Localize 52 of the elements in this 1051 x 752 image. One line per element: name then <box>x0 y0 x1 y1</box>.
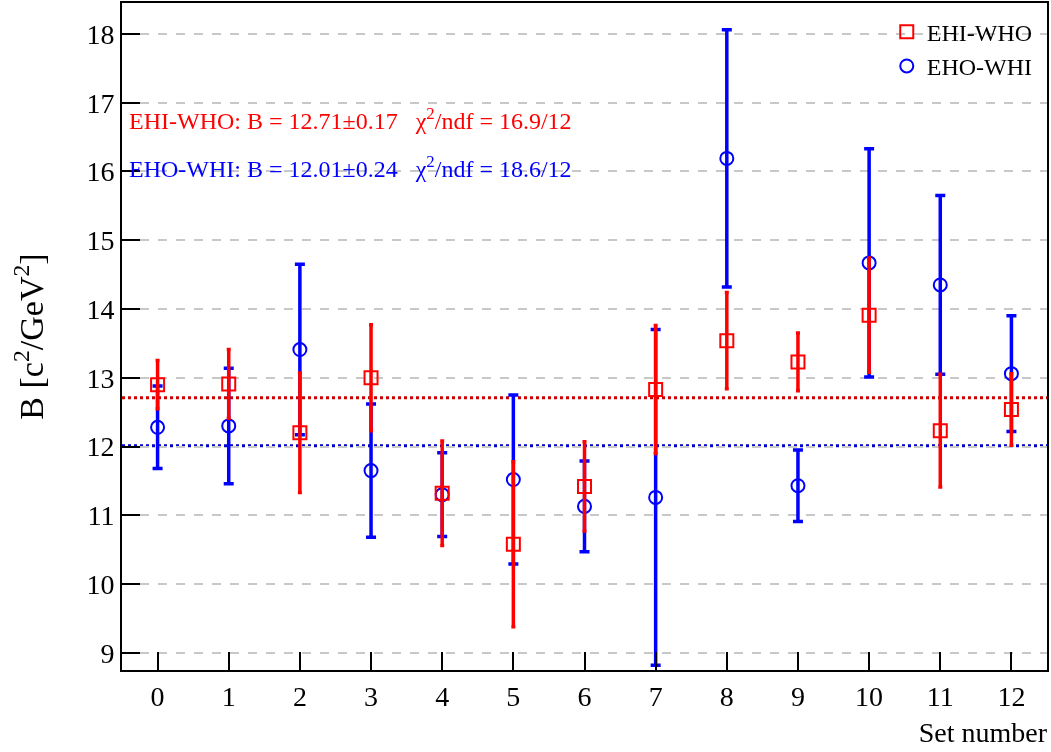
x-tick-label: 0 <box>150 680 165 712</box>
x-tick-label: 3 <box>364 680 379 712</box>
point <box>505 536 521 552</box>
x-tick-label: 12 <box>997 680 1026 712</box>
x-tick-label: 6 <box>577 680 592 712</box>
point <box>150 419 166 435</box>
point <box>719 333 735 349</box>
point <box>221 376 237 392</box>
y-tick-label: 9 <box>100 637 115 669</box>
point <box>861 255 877 271</box>
y-tick-label: 17 <box>86 87 115 119</box>
x-tick-label: 7 <box>648 680 663 712</box>
y-tick-label: 15 <box>86 225 115 257</box>
y-tick-label: 16 <box>86 156 115 188</box>
y-tick-label: 11 <box>87 500 115 532</box>
x-tick-label: 1 <box>221 680 236 712</box>
y-tick-label: 10 <box>86 568 115 600</box>
point <box>150 377 166 393</box>
point <box>719 150 735 166</box>
point <box>577 498 592 514</box>
point <box>790 478 806 494</box>
y-tick-label: 13 <box>86 362 115 394</box>
point <box>648 381 664 397</box>
y-tick-label: 12 <box>86 431 115 463</box>
annotation: EHO-WHI: B = 12.01±0.24 χ$^{2}$/ndf = 18.6/12 <box>129 152 572 183</box>
x-tick-label: 5 <box>506 680 521 712</box>
point <box>505 472 521 488</box>
x-tick-label: 10 <box>855 680 884 712</box>
point <box>292 342 308 358</box>
x-tick-label: 9 <box>790 680 805 712</box>
x-tick-label: 4 <box>435 680 450 712</box>
legend-label: EHO-WHI <box>926 54 1033 81</box>
point <box>861 307 877 323</box>
annotation: EHI-WHO: B = 12.71±0.17 χ$^{2}$/ndf = 16.9/12 <box>129 104 572 135</box>
point <box>1003 366 1019 382</box>
y-tick-label: 14 <box>86 293 115 325</box>
x-tick-label: 2 <box>292 680 307 712</box>
point <box>221 418 237 434</box>
point <box>292 425 308 441</box>
point <box>1003 401 1019 417</box>
point <box>363 463 379 479</box>
point <box>790 354 806 370</box>
y-tick-label: 18 <box>86 18 115 50</box>
x-tick-label: 8 <box>719 680 734 712</box>
point <box>648 489 664 505</box>
x-axis-title: Set number <box>918 717 1048 748</box>
point <box>363 370 379 386</box>
point <box>932 277 948 293</box>
legend-label: EHI-WHO <box>926 20 1033 47</box>
point <box>932 423 948 439</box>
point <box>577 478 592 494</box>
x-tick-label: 11 <box>926 680 954 712</box>
